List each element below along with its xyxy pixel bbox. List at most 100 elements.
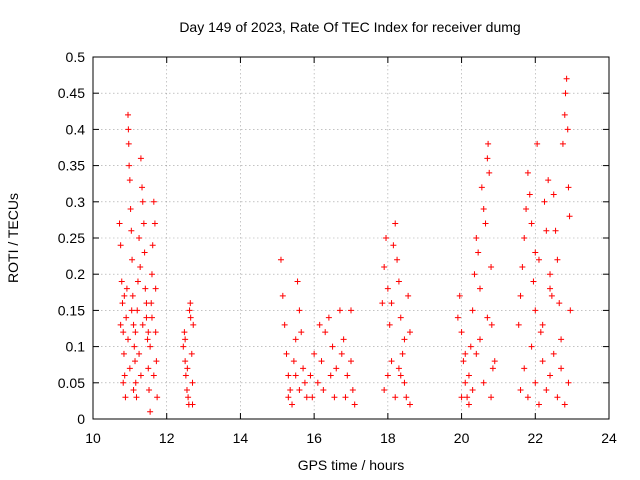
scatter-point bbox=[127, 206, 134, 213]
scatter-point bbox=[141, 249, 148, 256]
scatter-point bbox=[554, 256, 561, 263]
scatter-point bbox=[552, 227, 559, 234]
scatter-point bbox=[403, 394, 410, 401]
scatter-point bbox=[480, 379, 487, 386]
scatter-point bbox=[126, 365, 133, 372]
scatter-point bbox=[281, 321, 288, 328]
scatter-point bbox=[137, 263, 144, 270]
scatter-point bbox=[153, 358, 160, 365]
scatter-point bbox=[146, 387, 153, 394]
scatter-point bbox=[395, 278, 402, 285]
scatter-point bbox=[465, 401, 472, 408]
scatter-point bbox=[121, 372, 128, 379]
scatter-point bbox=[564, 126, 571, 133]
scatter-point bbox=[143, 314, 150, 321]
x-tick-label: 20 bbox=[454, 430, 470, 446]
scatter-point bbox=[395, 365, 402, 372]
scatter-point bbox=[182, 336, 189, 343]
scatter-point bbox=[517, 292, 524, 299]
scatter-point bbox=[147, 408, 154, 415]
scatter-point bbox=[485, 140, 492, 147]
scatter-point bbox=[405, 292, 412, 299]
y-axis-ticks: 0 0.05 0.1 0.15 0.2 0.25 0.3 0.35 0.4 0.45 0.5 bbox=[58, 49, 609, 427]
scatter-point bbox=[392, 220, 399, 227]
scatter-point bbox=[548, 292, 555, 299]
scatter-point bbox=[349, 387, 356, 394]
plot-frame bbox=[92, 56, 610, 420]
scatter-point bbox=[120, 379, 127, 386]
scatter-point bbox=[125, 336, 132, 343]
scatter-point bbox=[133, 394, 140, 401]
scatter-point bbox=[314, 379, 321, 386]
scatter-point bbox=[348, 307, 354, 314]
y-tick-label: 0.05 bbox=[58, 375, 85, 391]
scatter-point bbox=[307, 372, 314, 379]
scatter-point bbox=[535, 256, 542, 263]
scatter-point bbox=[283, 350, 290, 357]
scatter-point bbox=[462, 350, 469, 357]
scatter-point bbox=[458, 394, 465, 401]
scatter-point bbox=[477, 285, 483, 292]
scatter-point bbox=[140, 220, 147, 227]
scatter-point bbox=[120, 329, 127, 336]
scatter-point bbox=[125, 126, 132, 133]
scatter-point bbox=[128, 307, 135, 314]
scatter-point bbox=[285, 372, 292, 379]
scatter-point bbox=[342, 394, 349, 401]
scatter-point bbox=[517, 387, 524, 394]
y-tick-label: 0.1 bbox=[66, 339, 86, 355]
scatter-point bbox=[344, 372, 351, 379]
scatter-point bbox=[296, 307, 303, 314]
scatter-point bbox=[294, 278, 301, 285]
scatter-point bbox=[543, 227, 550, 234]
scatter-point bbox=[384, 285, 391, 292]
scatter-point bbox=[149, 242, 156, 249]
scatter-point bbox=[126, 177, 133, 184]
scatter-point bbox=[486, 169, 493, 176]
scatter-point bbox=[381, 263, 388, 270]
scatter-point bbox=[399, 350, 406, 357]
scatter-point bbox=[478, 184, 485, 191]
y-tick-label: 0.35 bbox=[58, 158, 85, 174]
scatter-point bbox=[290, 358, 297, 365]
scatter-point bbox=[559, 140, 566, 147]
scatter-point bbox=[298, 329, 305, 336]
scatter-point bbox=[543, 387, 550, 394]
scatter-point bbox=[547, 285, 554, 292]
scatter-point bbox=[116, 220, 123, 227]
scatter-point bbox=[545, 177, 552, 184]
scatter-point bbox=[541, 198, 548, 205]
scatter-point bbox=[126, 162, 133, 169]
scatter-point bbox=[338, 350, 345, 357]
scatter-point bbox=[477, 336, 483, 343]
scatter-point bbox=[121, 292, 128, 299]
scatter-point bbox=[277, 256, 284, 263]
scatter-point bbox=[523, 206, 530, 213]
scatter-point bbox=[147, 343, 154, 350]
scatter-point bbox=[465, 372, 472, 379]
scatter-point bbox=[467, 343, 474, 350]
scatter-point bbox=[475, 249, 482, 256]
scatter-point bbox=[532, 307, 539, 314]
scatter-point bbox=[406, 401, 413, 408]
scatter-point bbox=[150, 372, 157, 379]
scatter-point bbox=[565, 184, 572, 191]
x-tick-label: 22 bbox=[527, 430, 543, 446]
scatter-point bbox=[183, 387, 190, 394]
scatter-point bbox=[537, 329, 544, 336]
scatter-point bbox=[473, 350, 480, 357]
chart-title: Day 149 of 2023, Rate Of TEC Index for r… bbox=[179, 19, 520, 35]
scatter-point bbox=[521, 235, 528, 241]
scatter-point bbox=[329, 343, 336, 350]
scatter-point bbox=[131, 343, 138, 350]
scatter-point bbox=[489, 365, 496, 372]
scatter-point bbox=[119, 300, 126, 307]
y-tick-label: 0.45 bbox=[58, 85, 85, 101]
scatter-point bbox=[547, 372, 554, 379]
scatter-point bbox=[134, 278, 141, 285]
scatter-point bbox=[550, 350, 557, 357]
scatter-point bbox=[562, 90, 569, 97]
scatter-point bbox=[394, 256, 401, 263]
scatter-point bbox=[469, 387, 476, 394]
